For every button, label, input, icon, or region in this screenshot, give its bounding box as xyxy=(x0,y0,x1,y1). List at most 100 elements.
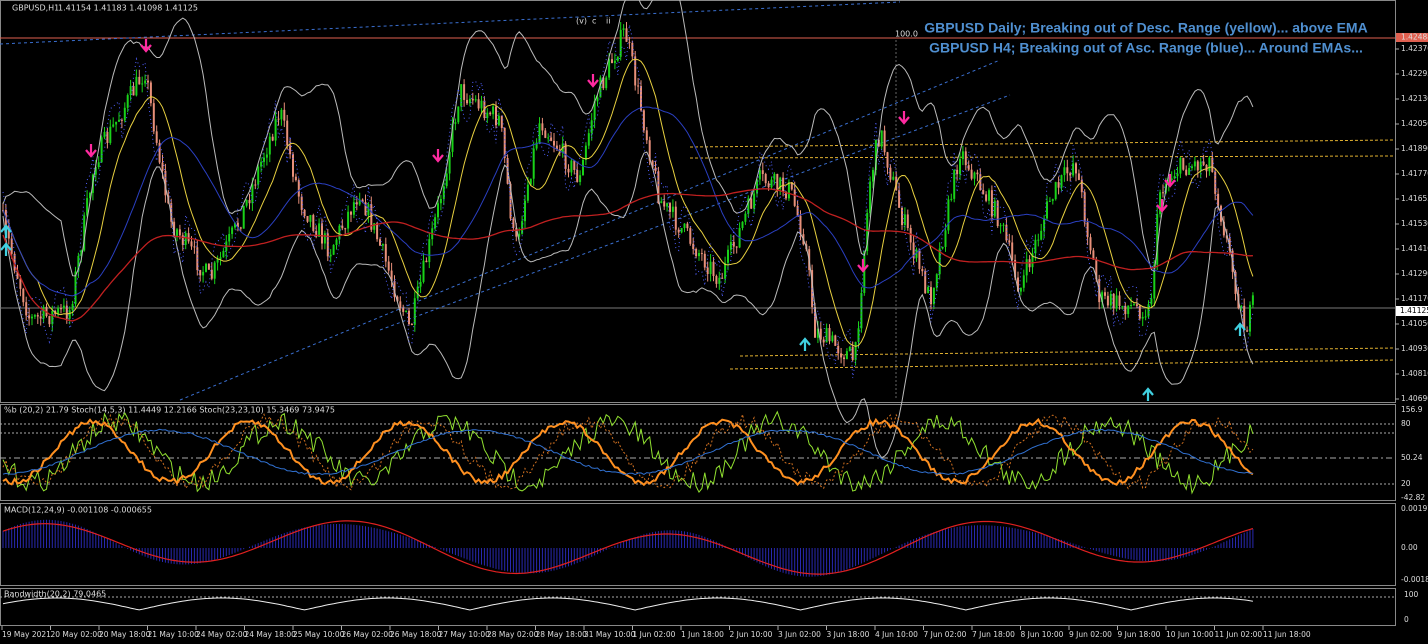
candle-body xyxy=(834,335,837,346)
candle-body xyxy=(596,97,599,102)
candle-body xyxy=(970,169,973,179)
candle-body xyxy=(286,120,289,146)
candle-body xyxy=(576,169,579,182)
candle-body xyxy=(927,287,930,294)
candle-body xyxy=(103,131,106,138)
candle-body xyxy=(158,142,161,163)
sell-arrow xyxy=(587,74,599,88)
candle-body xyxy=(1127,305,1130,315)
time-tick-label: 10 Jun 10:00 xyxy=(1166,630,1214,639)
candle-body xyxy=(466,99,468,104)
candle-body xyxy=(1240,305,1243,308)
candle-body xyxy=(205,263,207,272)
candle-body xyxy=(199,270,202,276)
candle-body xyxy=(149,82,152,104)
candle-body xyxy=(631,42,634,57)
candle-body xyxy=(883,130,886,153)
candle-body xyxy=(1173,176,1176,179)
macd-axis-label: 0.00 xyxy=(1401,543,1418,552)
candle-body xyxy=(248,199,251,204)
candle-body xyxy=(582,159,584,176)
candle-body xyxy=(961,151,964,160)
candle-body xyxy=(912,242,915,258)
candle-body xyxy=(132,86,135,96)
candle-body xyxy=(42,306,45,319)
candle-body xyxy=(1069,173,1072,176)
range-line xyxy=(689,155,1396,159)
candle-body xyxy=(816,328,819,338)
candle-body xyxy=(654,167,657,172)
candle-body xyxy=(213,262,216,279)
candle-body xyxy=(785,191,787,199)
candle-body xyxy=(126,95,129,108)
candle-body xyxy=(602,77,605,89)
candle-body xyxy=(62,305,65,309)
candle-body xyxy=(257,166,260,185)
candle-body xyxy=(1153,264,1156,299)
price-tick-label: 1.41290 xyxy=(1401,269,1428,278)
candle-body xyxy=(68,310,71,319)
candle-body xyxy=(1066,167,1069,174)
macd-signal xyxy=(2,520,1254,575)
candle-body xyxy=(767,183,770,188)
sell-arrow xyxy=(432,149,444,163)
candle-body xyxy=(503,128,506,159)
candle-body xyxy=(741,221,744,228)
candle-body xyxy=(1159,192,1162,215)
candle-body xyxy=(793,189,796,206)
candle-body xyxy=(985,194,988,201)
candle-body xyxy=(1124,305,1127,315)
candle-body xyxy=(1162,192,1164,194)
candle-body xyxy=(460,84,463,107)
candle-body xyxy=(77,255,80,272)
candle-body xyxy=(727,249,729,263)
candle-body xyxy=(782,177,785,192)
candle-body xyxy=(193,246,196,248)
candle-body xyxy=(903,214,906,225)
current-marker-bg xyxy=(1396,306,1428,316)
time-tick-label: 20 May 18:00 xyxy=(99,630,151,639)
candle-body xyxy=(100,137,103,163)
candle-body xyxy=(822,339,825,343)
stoch-axis-label: 20 xyxy=(1401,479,1411,488)
candle-body xyxy=(1092,250,1095,260)
candle-body xyxy=(115,121,118,125)
candle-body xyxy=(845,351,848,360)
candle-body xyxy=(373,223,376,230)
candle-body xyxy=(692,243,695,250)
candle-body xyxy=(924,271,927,294)
candle-body xyxy=(292,154,294,177)
candle-body xyxy=(570,160,573,173)
candle-body xyxy=(71,304,74,311)
candle-body xyxy=(486,112,489,118)
candle-body xyxy=(219,257,222,260)
sell-arrow xyxy=(1164,174,1176,188)
price-tick-label: 1.41655 xyxy=(1401,194,1428,203)
candle-body xyxy=(1077,173,1080,180)
candle-body xyxy=(1002,224,1005,226)
candle-body xyxy=(80,250,83,256)
candle-body xyxy=(880,130,883,147)
candle-body xyxy=(416,286,419,299)
candle-body xyxy=(16,270,19,279)
candle-body xyxy=(993,200,996,217)
price-tick-label: 1.41410 xyxy=(1401,244,1428,253)
candle-body xyxy=(19,278,22,289)
candle-body xyxy=(689,228,692,244)
candle-body xyxy=(33,315,36,317)
channel-line xyxy=(0,1,901,45)
candle-body xyxy=(280,109,283,120)
candle-body xyxy=(938,248,941,275)
candle-body xyxy=(228,233,231,242)
sell-arrow xyxy=(85,144,97,158)
candle-body xyxy=(402,307,405,312)
candle-body xyxy=(1115,295,1118,309)
candle-body xyxy=(408,310,410,324)
time-tick-label: 8 Jun 10:00 xyxy=(1021,630,1064,639)
candle-body xyxy=(1104,292,1106,296)
candle-body xyxy=(1205,164,1208,172)
candle-body xyxy=(1249,304,1251,332)
candle-body xyxy=(25,302,28,316)
candle-body xyxy=(764,174,767,184)
candle-body xyxy=(173,221,176,236)
